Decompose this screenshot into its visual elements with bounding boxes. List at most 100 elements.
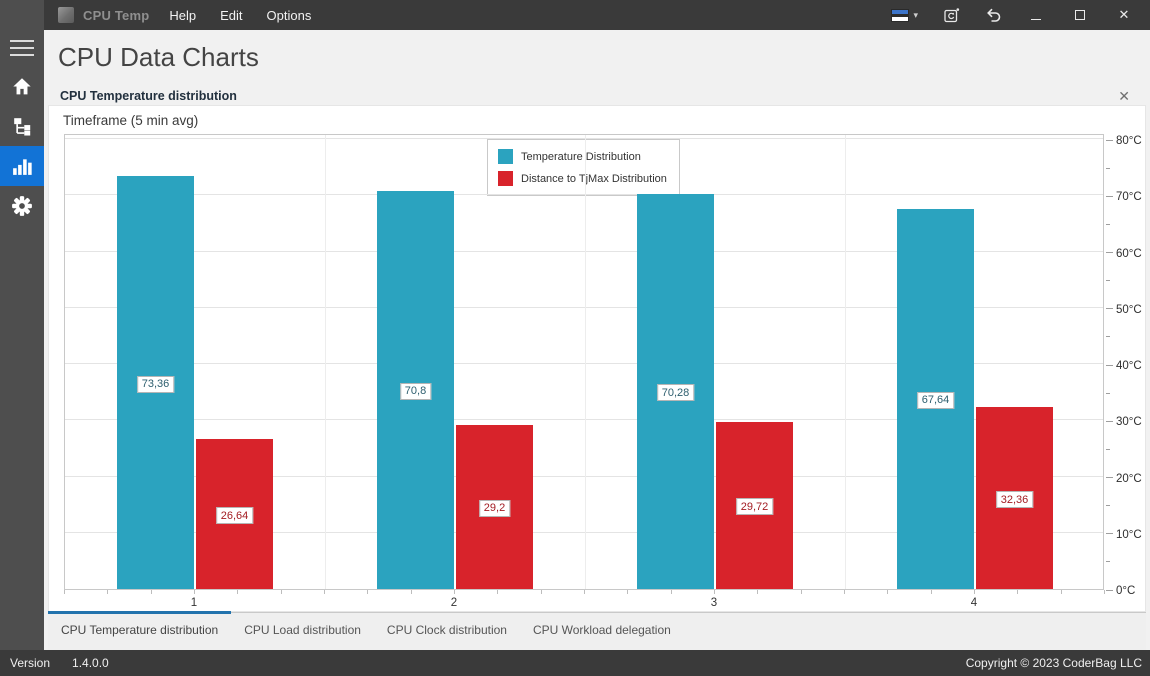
y-axis-label: 60°C xyxy=(1116,247,1142,260)
gridline xyxy=(65,363,1103,364)
y-axis-tick xyxy=(1106,533,1113,535)
minimize-icon xyxy=(1031,18,1041,20)
refresh-window-button[interactable] xyxy=(942,6,960,24)
section-close-button[interactable]: ✕ xyxy=(1118,88,1130,104)
gear-icon xyxy=(12,196,32,216)
maximize-icon xyxy=(1075,9,1085,20)
bar-value-label: 73,36 xyxy=(136,375,175,393)
chart-tabs: CPU Temperature distribution CPU Load di… xyxy=(48,611,1146,650)
chart-legend: Temperature Distribution Distance to TjM… xyxy=(487,139,680,196)
menu-edit[interactable]: Edit xyxy=(220,7,243,23)
chart-panel: Timeframe (5 min avg) Temperature Distri… xyxy=(48,105,1146,612)
menu-help[interactable]: Help xyxy=(169,7,197,23)
gridline xyxy=(65,419,1103,421)
sidebar-item-settings[interactable] xyxy=(0,186,44,226)
bar-value-label: 29,72 xyxy=(735,498,774,516)
sidebar xyxy=(0,30,44,650)
language-selector[interactable]: ▾ xyxy=(891,8,918,22)
legend-item-temperature: Temperature Distribution xyxy=(498,149,667,164)
chevron-down-icon: ▾ xyxy=(913,9,918,20)
bar-value-label: 26,64 xyxy=(215,507,254,525)
gridline xyxy=(65,531,1103,533)
x-axis-tick xyxy=(237,590,239,594)
legend-label-temperature: Temperature Distribution xyxy=(521,150,641,163)
flag-icon xyxy=(891,8,910,22)
gridline xyxy=(65,250,1103,252)
x-axis-category-label: 3 xyxy=(710,597,718,609)
y-axis-label: 0°C xyxy=(1116,585,1136,597)
home-icon xyxy=(13,77,31,94)
x-axis-tick xyxy=(150,590,152,594)
x-axis-tick xyxy=(800,590,802,594)
y-axis-tick xyxy=(1106,589,1113,591)
x-axis-tick xyxy=(410,590,412,594)
x-axis-tick xyxy=(280,590,282,594)
tab-cpu-clock-distribution[interactable]: CPU Clock distribution xyxy=(386,623,507,637)
tab-cpu-load-distribution[interactable]: CPU Load distribution xyxy=(244,623,361,637)
y-axis-tick xyxy=(1106,252,1113,253)
chart-title: Timeframe (5 min avg) xyxy=(63,113,199,128)
x-axis-tick xyxy=(670,590,672,594)
status-bar: Version 1.4.0.0 Copyright © 2023 CoderBa… xyxy=(0,650,1150,676)
close-button[interactable]: ✕ xyxy=(1114,7,1134,23)
x-axis-tick xyxy=(64,590,65,594)
sidebar-item-charts[interactable] xyxy=(0,146,44,186)
bar-value-label: 67,64 xyxy=(916,391,955,409)
copyright-text: Copyright © 2023 CoderBag LLC xyxy=(965,656,1142,670)
y-axis-label: 40°C xyxy=(1116,360,1142,372)
tab-cpu-workload-delegation[interactable]: CPU Workload delegation xyxy=(532,623,671,637)
y-axis-tick xyxy=(1106,364,1113,366)
category-separator xyxy=(585,135,586,589)
y-axis-label: 30°C xyxy=(1116,416,1142,429)
chart-x-axis: 1 2 3 4 xyxy=(64,590,1105,612)
refresh-window-icon xyxy=(943,7,959,22)
x-axis-tick xyxy=(627,590,629,594)
sidebar-menu-toggle[interactable] xyxy=(0,30,44,66)
sidebar-item-sensor-tree[interactable] xyxy=(0,106,44,146)
legend-swatch-temperature xyxy=(498,149,513,164)
y-axis-label: 70°C xyxy=(1116,191,1142,204)
x-axis-tick xyxy=(887,590,889,594)
sidebar-corner xyxy=(0,0,44,30)
bar-chart-icon xyxy=(13,159,32,175)
page-title: CPU Data Charts xyxy=(58,42,259,72)
x-axis-tick xyxy=(1104,590,1105,594)
category-separator xyxy=(325,135,326,589)
minimize-button[interactable] xyxy=(1026,8,1046,23)
x-axis-tick xyxy=(194,590,195,594)
y-axis-tick xyxy=(1106,420,1113,422)
bar-value-label: 32,36 xyxy=(995,491,1034,508)
section-title: CPU Temperature distribution xyxy=(60,89,237,103)
x-axis-category-label: 1 xyxy=(190,597,198,609)
maximize-button[interactable] xyxy=(1070,8,1090,23)
gridline xyxy=(65,475,1103,477)
y-axis-tick xyxy=(1106,139,1113,141)
gridline xyxy=(65,194,1103,196)
x-axis-tick xyxy=(107,590,109,594)
y-axis-label: 50°C xyxy=(1116,303,1142,316)
y-axis-label: 10°C xyxy=(1116,528,1142,541)
undo-button[interactable] xyxy=(984,6,1002,24)
menu-options[interactable]: Options xyxy=(266,7,312,23)
tab-cpu-temperature-distribution[interactable]: CPU Temperature distribution xyxy=(48,611,232,650)
sidebar-item-home[interactable] xyxy=(0,66,44,106)
y-axis-tick xyxy=(1106,308,1113,310)
y-axis-minor-tick xyxy=(1106,280,1110,282)
x-axis-tick xyxy=(930,590,932,594)
y-axis-minor-tick xyxy=(1106,223,1110,225)
version-label: Version xyxy=(10,656,51,670)
undo-icon xyxy=(987,8,1001,22)
chart-y-axis: 0°C 10°C 20°C 30°C 40°C 50°C 60°C 70°C 80°C xyxy=(1106,134,1146,597)
x-axis-tick xyxy=(714,590,715,594)
app-icon xyxy=(58,7,74,23)
y-axis-minor-tick xyxy=(1106,561,1110,563)
x-axis-tick xyxy=(540,590,542,594)
x-axis-tick xyxy=(324,590,325,594)
x-axis-tick xyxy=(1060,590,1062,594)
y-axis-minor-tick xyxy=(1106,392,1110,394)
y-axis-label: 20°C xyxy=(1116,472,1142,485)
y-axis-minor-tick xyxy=(1106,448,1110,450)
chart-plot-area: Temperature Distribution Distance to TjM… xyxy=(64,134,1104,590)
main-content: CPU Data Charts CPU Temperature distribu… xyxy=(44,30,1150,650)
x-axis-category-label: 4 xyxy=(970,597,978,609)
